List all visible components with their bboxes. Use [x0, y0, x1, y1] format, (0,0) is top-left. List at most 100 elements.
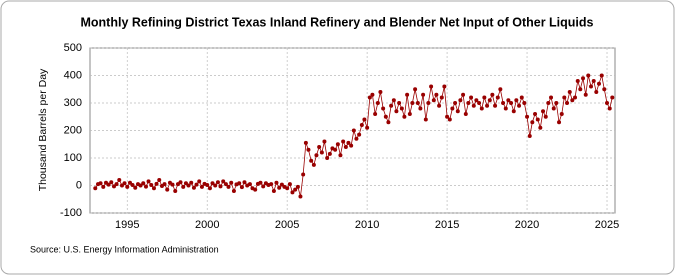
- data-point: [218, 184, 223, 189]
- y-tick-label: -100: [60, 207, 82, 219]
- data-point: [199, 184, 204, 189]
- data-point: [439, 95, 444, 100]
- data-point: [501, 101, 506, 105]
- data-point: [431, 98, 436, 103]
- data-point: [442, 84, 447, 89]
- data-point: [581, 76, 586, 81]
- data-point: [285, 186, 290, 191]
- data-point: [271, 189, 276, 193]
- data-point: [511, 109, 516, 114]
- data-point: [471, 103, 476, 108]
- data-point: [455, 109, 460, 114]
- data-point: [354, 136, 359, 141]
- data-point: [370, 92, 375, 97]
- data-point: [298, 194, 303, 199]
- data-point: [210, 181, 215, 186]
- data-point: [405, 92, 410, 97]
- data-point: [503, 106, 508, 111]
- data-point: [477, 101, 482, 105]
- x-tick-label: 1995: [115, 219, 139, 231]
- data-point: [517, 103, 522, 108]
- data-point: [591, 79, 596, 83]
- data-point: [445, 114, 450, 119]
- data-point: [122, 181, 127, 186]
- data-point: [389, 103, 394, 108]
- x-tick-label: 2020: [515, 219, 539, 231]
- data-point: [498, 87, 503, 92]
- data-point: [154, 181, 159, 186]
- data-point: [317, 145, 322, 149]
- data-point: [367, 95, 372, 100]
- data-point: [461, 92, 466, 97]
- data-point: [458, 98, 463, 103]
- data-point: [599, 73, 604, 78]
- y-tick-label: 300: [64, 97, 82, 109]
- data-point: [173, 189, 178, 193]
- data-point: [247, 182, 252, 187]
- data-point: [394, 109, 399, 114]
- data-point: [495, 95, 500, 100]
- data-point: [258, 180, 263, 185]
- data-point: [287, 182, 292, 187]
- data-point: [487, 98, 492, 103]
- data-point: [146, 179, 151, 184]
- y-tick-label: 0: [76, 179, 82, 191]
- data-point: [343, 145, 348, 149]
- data-point: [223, 182, 228, 187]
- data-point: [525, 114, 530, 119]
- data-point: [93, 186, 98, 191]
- data-point: [253, 187, 258, 192]
- data-point: [351, 128, 356, 133]
- data-point: [594, 90, 599, 94]
- data-point: [125, 184, 130, 189]
- data-point: [485, 103, 490, 108]
- data-point: [98, 181, 103, 186]
- data-point: [309, 158, 314, 163]
- data-point: [242, 180, 247, 185]
- data-point: [181, 184, 186, 189]
- y-tick-label: 200: [64, 124, 82, 136]
- data-point: [231, 189, 236, 193]
- data-point: [453, 101, 458, 105]
- data-point: [391, 98, 396, 103]
- data-point: [373, 112, 378, 116]
- data-point: [314, 153, 319, 158]
- x-tick-label: 2010: [355, 219, 379, 231]
- data-point: [397, 101, 402, 105]
- source: Source: U.S. Energy Information Administ…: [30, 244, 219, 254]
- data-point: [567, 90, 572, 94]
- data-point: [607, 106, 612, 111]
- data-point: [274, 180, 279, 185]
- y-tick-label: 500: [64, 42, 82, 54]
- data-point: [221, 179, 226, 184]
- data-point: [410, 101, 415, 105]
- data-point: [509, 101, 514, 105]
- data-point: [429, 84, 434, 89]
- data-point: [226, 184, 231, 189]
- x-tick-label: 2000: [195, 219, 219, 231]
- data-point: [239, 185, 244, 190]
- data-point: [237, 181, 242, 186]
- data-point: [303, 140, 308, 145]
- data-point: [589, 84, 594, 89]
- data-point: [482, 95, 487, 100]
- data-point: [474, 98, 479, 103]
- data-point: [437, 103, 442, 108]
- y-tick-label: 400: [64, 69, 82, 81]
- data-point: [165, 187, 170, 192]
- data-point: [450, 106, 455, 111]
- y-axis-label: Thousand Barrels per Day: [37, 68, 49, 191]
- data-point: [213, 183, 218, 188]
- data-point: [375, 101, 380, 105]
- data-point: [597, 81, 602, 86]
- y-tick-label: 100: [64, 152, 82, 164]
- data-point: [106, 182, 111, 187]
- data-point: [602, 87, 607, 92]
- data-point: [402, 114, 407, 119]
- data-point: [138, 183, 143, 188]
- data-point: [434, 92, 439, 97]
- data-point: [197, 179, 202, 184]
- data-point: [205, 182, 210, 187]
- data-point: [295, 184, 300, 189]
- data-point: [490, 92, 495, 97]
